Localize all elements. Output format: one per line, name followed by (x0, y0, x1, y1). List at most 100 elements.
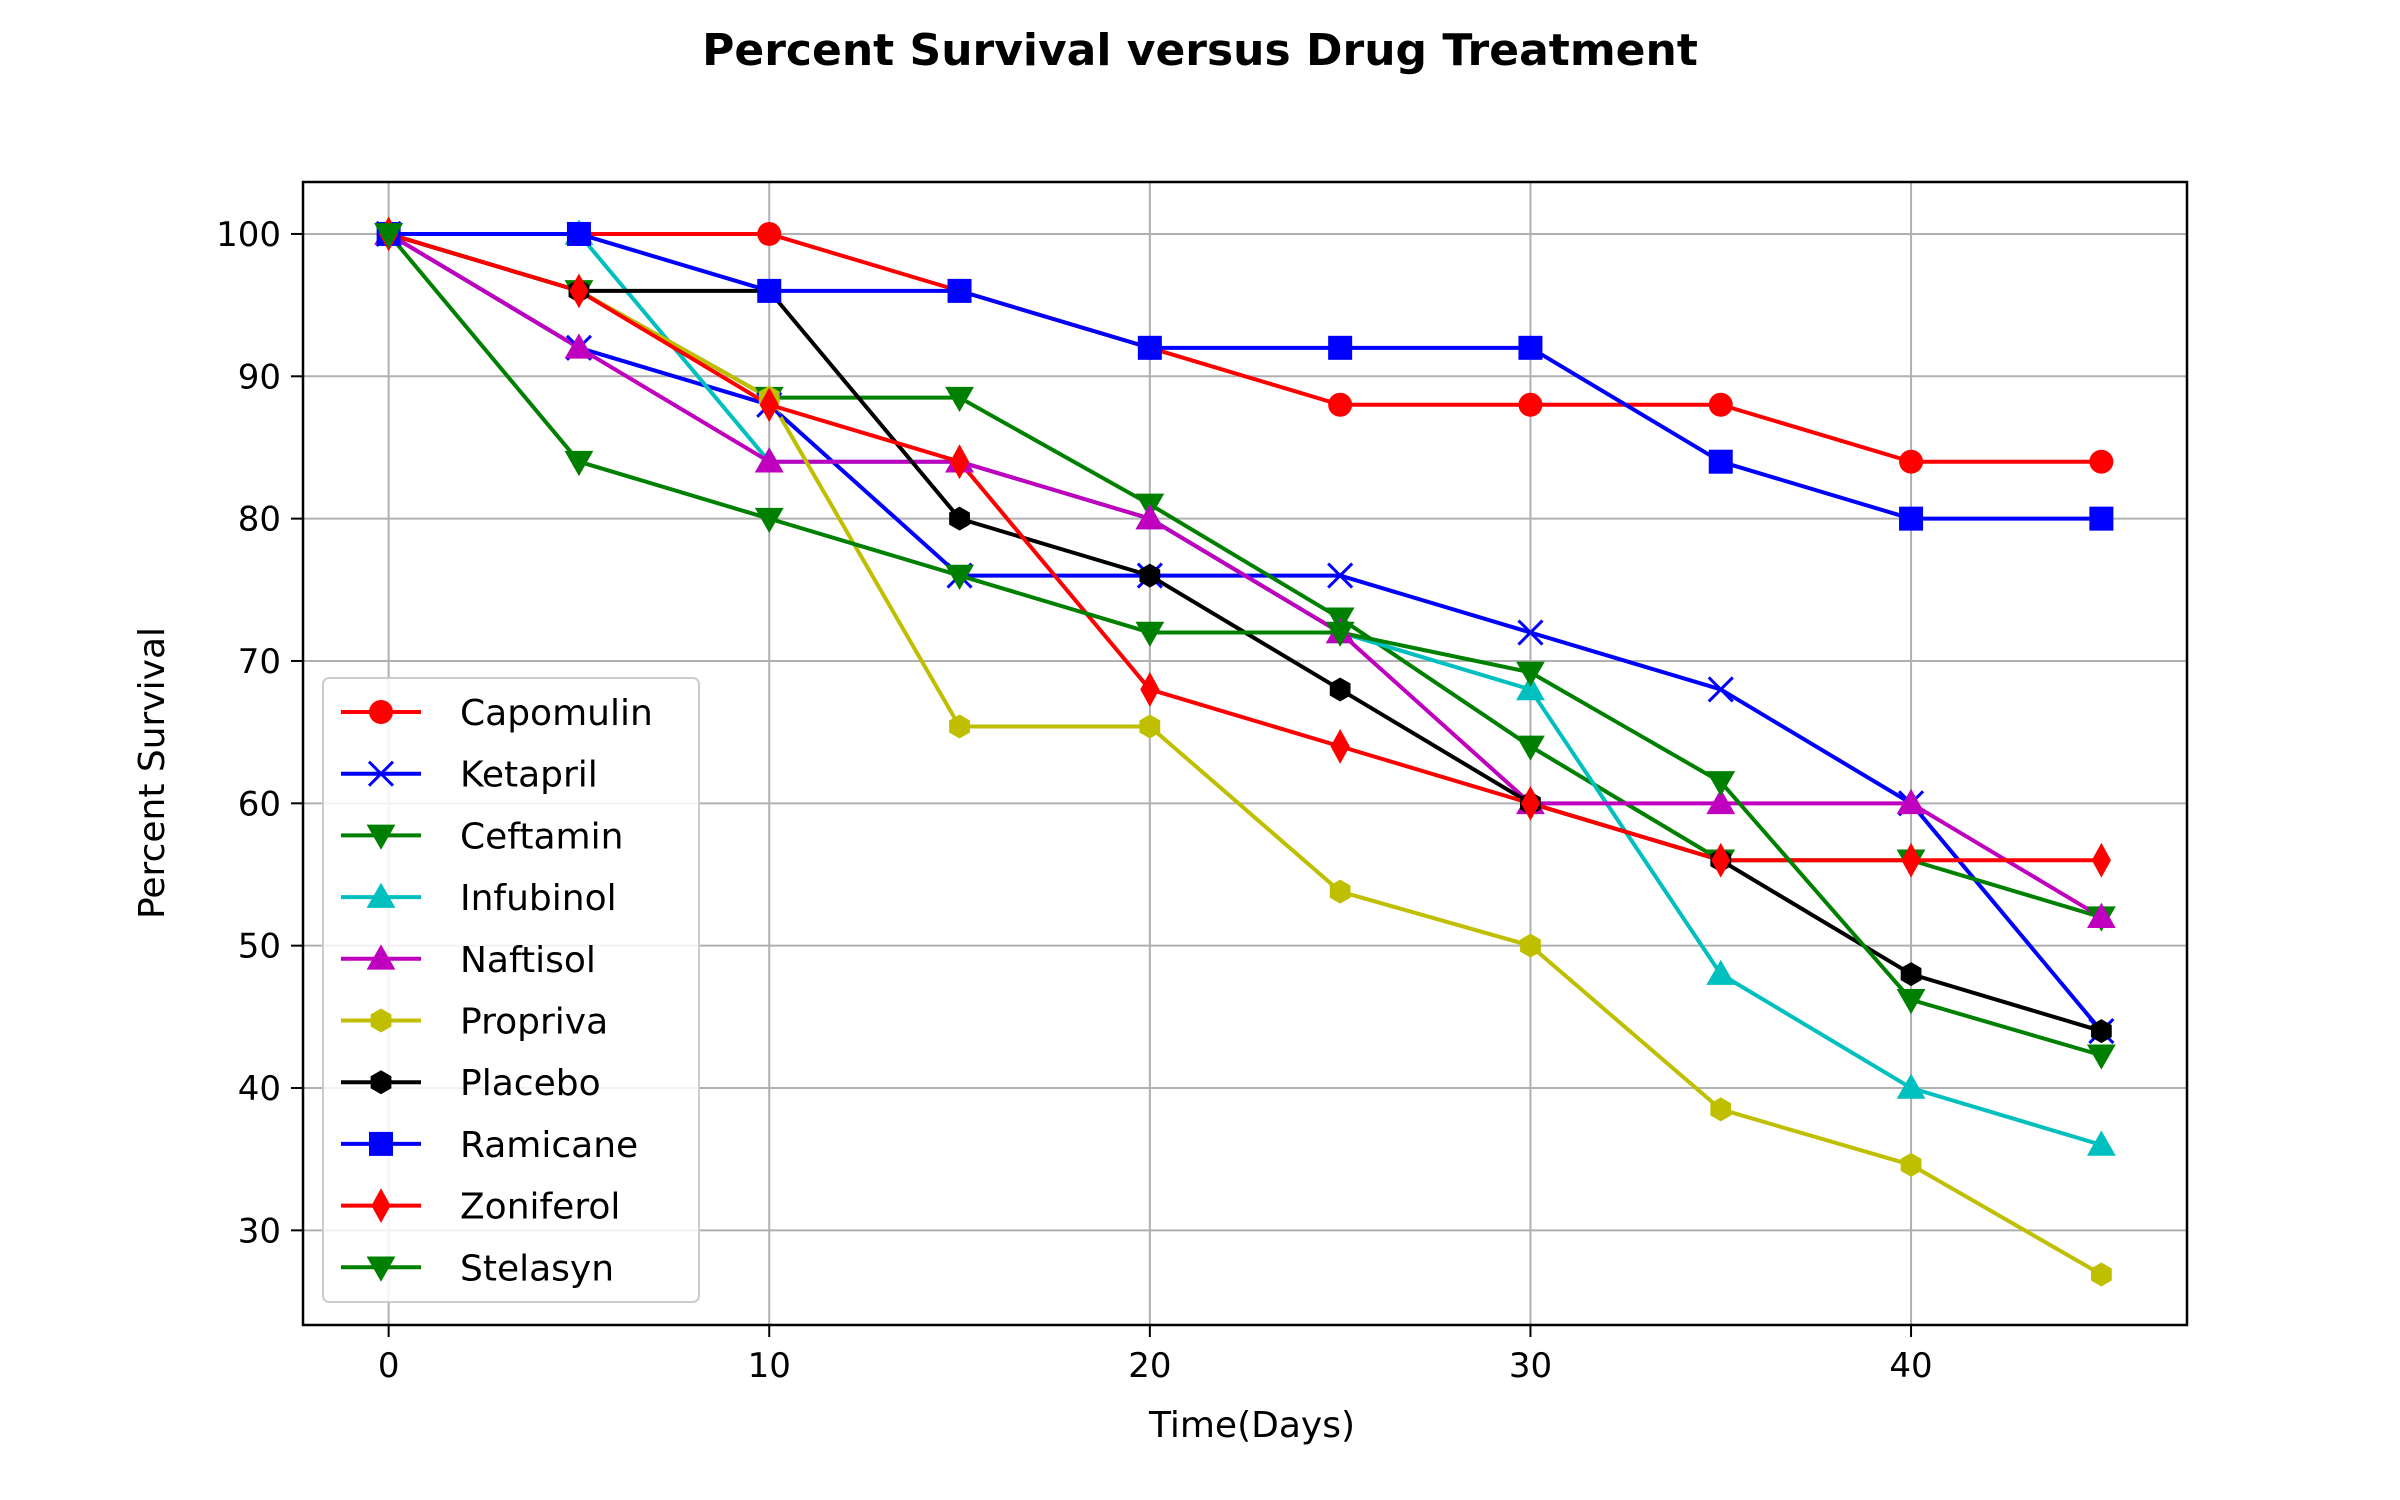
point-capomulin-45 (2089, 449, 2114, 474)
point-placebo-25 (1329, 677, 1351, 702)
point-propriva-40 (1900, 1152, 1922, 1177)
series-line-zoniferol (388, 232, 2102, 863)
y-tick-label-50: 50 (238, 927, 281, 967)
legend-label-ceftamin: Ceftamin (460, 816, 623, 857)
point-stelasyn-25 (1325, 621, 1355, 647)
point-stelasyn-40 (1896, 988, 1926, 1015)
point-zoniferol-35 (1711, 842, 1731, 878)
point-ceftamin-30 (1516, 735, 1545, 761)
x-axis-ticks: 0 10 20 30 40 (378, 1325, 1933, 1386)
point-zoniferol-40 (1901, 842, 1921, 878)
point-zoniferol-5 (569, 273, 589, 309)
point-ceftamin-15 (945, 386, 974, 413)
point-zoniferol-20 (1140, 672, 1160, 707)
point-ramicane-45 (2089, 506, 2114, 531)
point-stelasyn-20 (1135, 621, 1165, 647)
point-zoniferol-15 (949, 444, 970, 480)
point-ramicane-30 (1518, 335, 1543, 360)
point-naftisol-35 (1706, 788, 1736, 815)
point-ramicane-40 (1899, 506, 1924, 531)
plot-frame (301, 180, 2189, 1327)
legend-marker-ramicane (369, 1131, 393, 1156)
point-propriva-35 (1710, 1097, 1732, 1122)
x-tick-label-20: 20 (1128, 1346, 1171, 1386)
point-propriva-30 (1520, 933, 1541, 958)
y-tick-label-60: 60 (238, 784, 281, 824)
point-propriva-45 (2090, 1262, 2112, 1287)
point-infubinol-45 (2086, 1130, 2116, 1156)
point-zoniferol-10 (759, 387, 779, 423)
series-line-propriva (388, 232, 2103, 1277)
point-stelasyn-5 (564, 450, 594, 477)
legend-label-zoniferol: Zoniferol (460, 1187, 620, 1228)
legend-marker-naftisol (366, 944, 396, 970)
y-tick-label-40: 40 (238, 1069, 281, 1109)
legend-label-propriva: Propriva (460, 1002, 608, 1043)
point-placebo-15 (949, 506, 970, 531)
point-capomulin-40 (1899, 449, 1924, 474)
point-zoniferol-25 (1330, 728, 1350, 764)
legend-marker-zoniferol (371, 1188, 391, 1223)
point-naftisol-40 (1896, 788, 1926, 815)
legend-marker-ceftamin (366, 824, 396, 850)
legend-label-ramicane: Ramicane (460, 1125, 638, 1166)
point-ramicane-35 (1708, 449, 1733, 474)
point-infubinol-40 (1896, 1073, 1926, 1099)
point-infubinol-35 (1706, 959, 1736, 985)
point-stelasyn-35 (1706, 771, 1736, 797)
point-stelasyn-10 (754, 507, 784, 534)
point-ketapril-35 (1707, 676, 1734, 703)
series-line-naftisol (387, 232, 2103, 919)
point-ramicane-20 (1137, 335, 1162, 360)
point-ketapril-25 (1327, 562, 1354, 589)
x-tick-label-40: 40 (1889, 1346, 1932, 1386)
point-ramicane-25 (1328, 335, 1353, 360)
legend-marker-capomulin (369, 700, 393, 724)
point-naftisol-5 (564, 333, 594, 359)
y-axis-label: Percent Survival (132, 627, 173, 919)
point-stelasyn-15 (945, 564, 974, 590)
series-line-stelasyn (387, 232, 2102, 1058)
x-tick-label-0: 0 (378, 1346, 400, 1386)
point-propriva-25 (1329, 879, 1351, 904)
point-placebo-20 (1139, 563, 1161, 588)
point-naftisol-10 (754, 447, 784, 473)
y-tick-label-100: 100 (216, 215, 281, 255)
point-infubinol-30 (1516, 675, 1545, 701)
point-capomulin-35 (1708, 392, 1733, 417)
y-tick-label-90: 90 (238, 357, 281, 397)
legend-marker-infubinol (366, 882, 396, 908)
point-stelasyn-30 (1516, 661, 1545, 687)
legend-label-placebo: Placebo (460, 1063, 601, 1104)
point-capomulin-25 (1328, 392, 1353, 417)
point-propriva-20 (1139, 714, 1161, 739)
y-axis-ticks: 30 40 50 60 70 80 90 100 (216, 215, 303, 1251)
point-placebo-45 (2090, 1019, 2112, 1044)
point-propriva-15 (949, 714, 970, 739)
legend-marker-ketapril (367, 760, 395, 787)
legend-label-ketapril: Ketapril (460, 755, 598, 796)
x-tick-label-30: 30 (1509, 1346, 1552, 1386)
y-tick-label-80: 80 (238, 500, 281, 540)
x-axis-label: Time(Days) (1148, 1405, 1355, 1446)
legend-marker-stelasyn (366, 1256, 396, 1282)
point-stelasyn-45 (2086, 1044, 2116, 1070)
point-zoniferol-30 (1520, 785, 1541, 821)
point-capomulin-10 (757, 221, 782, 246)
legend-label-infubinol: Infubinol (460, 878, 617, 919)
point-stelasyn-0 (374, 223, 404, 249)
point-capomulin-30 (1518, 392, 1543, 417)
series-line-ramicane (388, 231, 2102, 521)
series-line-capomulin (388, 231, 2102, 464)
point-naftisol-45 (2086, 902, 2116, 928)
legend-marker-propriva (370, 1008, 392, 1033)
legend: Capomulin Ketapril Ceftamin Infubinol Naftis… (322, 677, 700, 1303)
legend-label-stelasyn: Stelasyn (460, 1248, 614, 1289)
x-tick-label-10: 10 (748, 1346, 791, 1386)
legend-label-naftisol: Naftisol (460, 940, 596, 981)
point-ramicane-15 (947, 278, 972, 303)
point-zoniferol-45 (2091, 842, 2111, 878)
legend-marker-placebo (370, 1070, 392, 1095)
y-tick-label-30: 30 (238, 1211, 281, 1251)
